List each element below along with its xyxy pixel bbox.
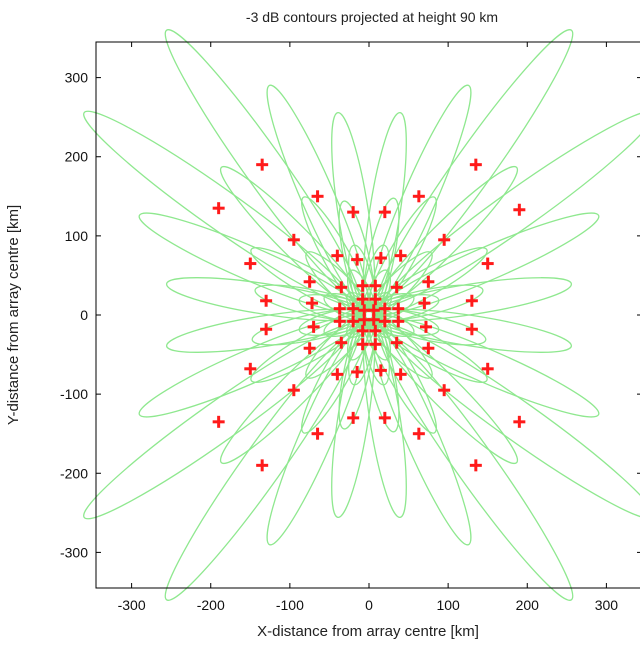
point-marker-45 [465, 323, 478, 336]
point-marker-28 [418, 297, 431, 310]
point-marker-23 [333, 315, 346, 328]
y-tick-label--100: -100 [60, 386, 88, 402]
point-marker-27 [374, 364, 387, 377]
contour-layer [83, 29, 640, 601]
point-marker-29 [419, 320, 432, 333]
point-marker-58 [287, 384, 300, 397]
contour-57 [219, 165, 368, 314]
point-marker-30 [306, 297, 319, 310]
point-marker-62 [256, 459, 269, 472]
y-tick-label--200: -200 [60, 465, 88, 481]
y-tick-label-300: 300 [65, 70, 89, 86]
x-tick-label-0: 0 [365, 597, 373, 613]
point-marker-9 [369, 293, 382, 306]
point-marker-33 [394, 249, 407, 262]
point-marker-50 [311, 427, 324, 440]
point-marker-6 [347, 315, 360, 328]
x-axis: -300 -200 -100 0 100 200 300 [118, 42, 619, 613]
point-marker-51 [412, 427, 425, 440]
point-marker-34 [331, 368, 344, 381]
y-tick-label-0: 0 [80, 307, 88, 323]
point-marker-16 [356, 279, 369, 292]
point-marker-61 [469, 158, 482, 171]
point-marker-37 [422, 342, 435, 355]
x-axis-label: X-distance from array centre [km] [257, 623, 479, 640]
point-marker-35 [394, 368, 407, 381]
contour-56 [370, 165, 519, 314]
marker-layer [212, 158, 526, 472]
point-marker-56 [287, 233, 300, 246]
point-marker-3 [367, 313, 380, 326]
point-marker-19 [369, 338, 382, 351]
contour-59 [219, 316, 368, 465]
point-marker-18 [356, 338, 369, 351]
plot-frame [95, 41, 640, 589]
point-marker-11 [369, 324, 382, 337]
point-marker-17 [369, 279, 382, 292]
point-marker-46 [260, 294, 273, 307]
point-marker-32 [331, 249, 344, 262]
point-marker-5 [378, 302, 391, 315]
point-marker-55 [244, 362, 257, 375]
x-tick-label--300: -300 [118, 597, 146, 613]
x-tick-label--100: -100 [276, 597, 304, 613]
point-marker-40 [347, 206, 360, 219]
point-marker-20 [392, 302, 405, 315]
y-tick-label-100: 100 [65, 228, 89, 244]
point-marker-13 [390, 281, 403, 294]
point-marker-10 [356, 324, 369, 337]
point-marker-63 [469, 459, 482, 472]
y-axis-label: Y-distance from array centre [km] [5, 205, 22, 425]
point-marker-60 [256, 158, 269, 171]
point-marker-57 [438, 233, 451, 246]
point-marker-25 [374, 252, 387, 265]
point-marker-53 [481, 362, 494, 375]
point-marker-65 [513, 203, 526, 216]
point-marker-48 [311, 190, 324, 203]
point-marker-7 [378, 315, 391, 328]
point-marker-54 [244, 257, 257, 270]
point-marker-38 [303, 275, 316, 288]
point-marker-36 [422, 275, 435, 288]
chart-title: -3 dB contours projected at height 90 km [246, 9, 498, 25]
point-marker-42 [347, 411, 360, 424]
point-marker-49 [412, 190, 425, 203]
point-marker-14 [335, 336, 348, 349]
point-marker-47 [260, 323, 273, 336]
x-tick-label--200: -200 [197, 597, 225, 613]
y-tick-label--300: -300 [60, 544, 88, 560]
point-marker-26 [351, 365, 364, 378]
point-marker-12 [335, 281, 348, 294]
point-marker-15 [390, 336, 403, 349]
point-marker-41 [378, 206, 391, 219]
point-marker-4 [347, 302, 360, 315]
x-tick-label-200: 200 [516, 597, 540, 613]
point-marker-22 [333, 302, 346, 315]
point-marker-43 [378, 411, 391, 424]
y-tick-label-200: 200 [65, 149, 89, 165]
point-marker-52 [481, 257, 494, 270]
point-marker-66 [212, 415, 225, 428]
point-marker-39 [303, 342, 316, 355]
point-marker-67 [513, 415, 526, 428]
point-marker-44 [465, 294, 478, 307]
x-tick-label-300: 300 [595, 597, 619, 613]
point-marker-59 [438, 384, 451, 397]
point-marker-24 [351, 253, 364, 266]
x-tick-label-100: 100 [436, 597, 460, 613]
point-marker-8 [356, 293, 369, 306]
point-marker-21 [392, 315, 405, 328]
contour-58 [370, 316, 519, 465]
point-marker-31 [307, 320, 320, 333]
point-marker-64 [212, 202, 225, 215]
y-axis: 300 200 100 0 -100 -200 -300 [60, 70, 640, 560]
